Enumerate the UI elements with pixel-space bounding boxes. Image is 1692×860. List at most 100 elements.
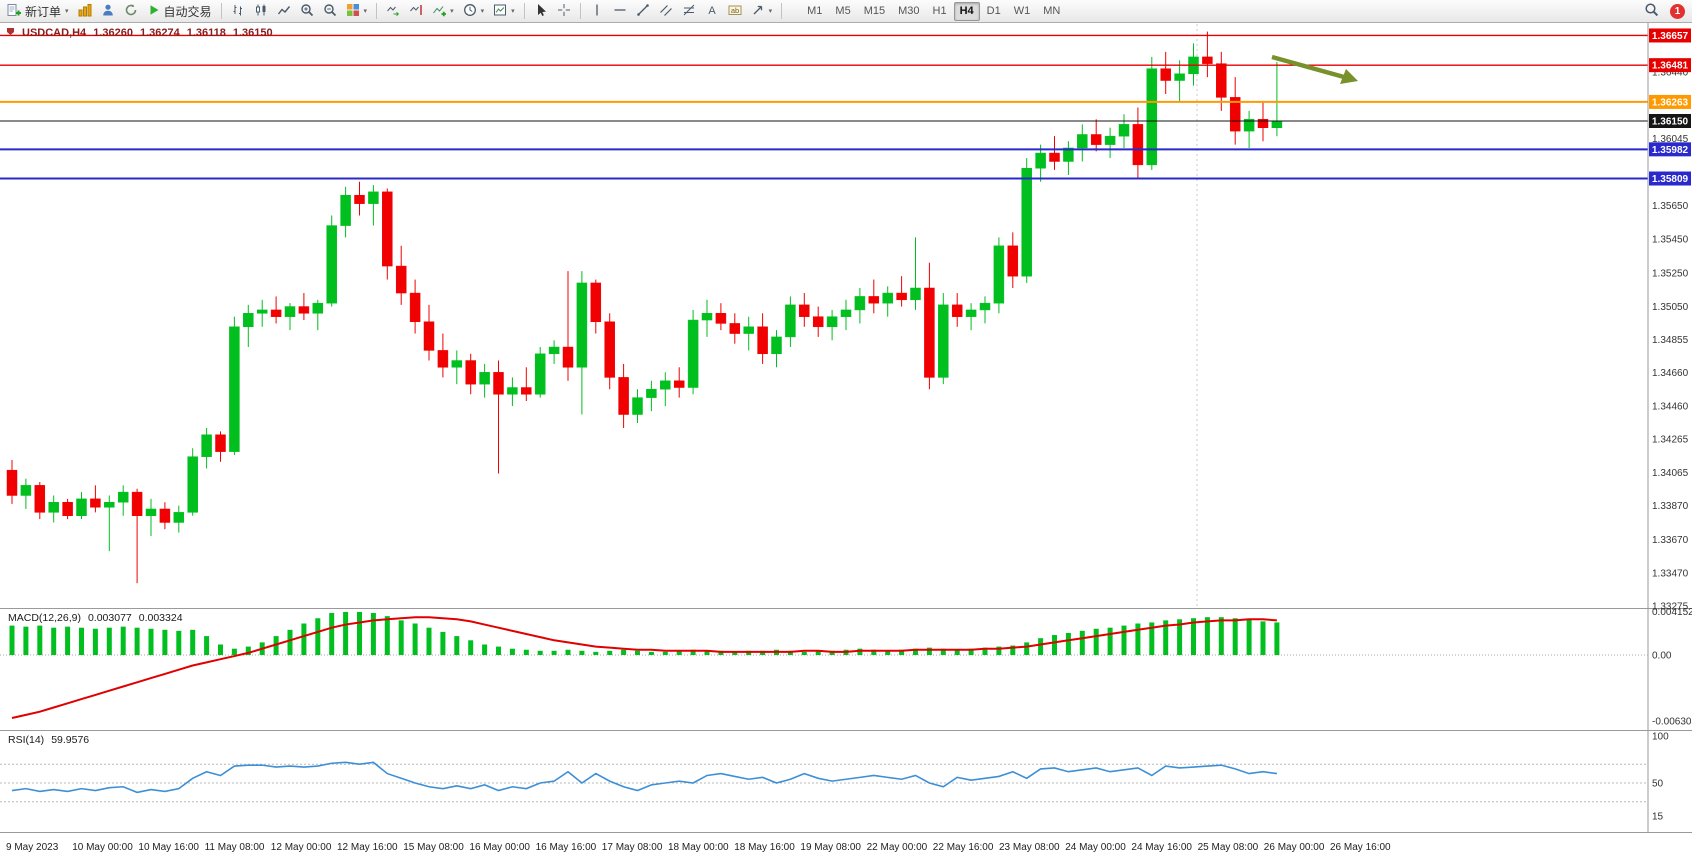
profiles-icon [101, 3, 115, 20]
timeframe-d1[interactable]: D1 [981, 2, 1007, 21]
rsi-line [11, 761, 1278, 794]
svg-text:11 May 08:00: 11 May 08:00 [205, 842, 265, 853]
templates-button[interactable]: ▾ [489, 2, 519, 21]
price-axis[interactable]: 1.36440 1.36045 1.35650 1.35450 1.35250 1.350… [1652, 68, 1689, 613]
price-badge-1.36263 [1649, 94, 1691, 109]
horizontal-line-tool-button[interactable] [609, 2, 631, 21]
horizontal-line-icon [613, 3, 627, 20]
arrows-tool-button[interactable]: ▾ [747, 2, 777, 21]
svg-text:1.35050: 1.35050 [1652, 302, 1689, 313]
svg-text:1.34065: 1.34065 [1652, 468, 1689, 479]
equidistant-channel-tool-button[interactable] [655, 2, 677, 21]
svg-text:15: 15 [1652, 811, 1664, 822]
charts-button[interactable] [74, 2, 96, 21]
trend-arrow-annotation[interactable] [1271, 54, 1358, 84]
equidistant-channel-icon [659, 3, 673, 20]
svg-text:15 May 08:00: 15 May 08:00 [403, 842, 464, 853]
trendline-tool-button[interactable] [632, 2, 654, 21]
text-label-icon: ab [728, 3, 742, 20]
text-label-tool-button[interactable]: ab [724, 2, 746, 21]
zoom-in-button[interactable] [296, 2, 318, 21]
candlestick-chart-button[interactable] [250, 2, 272, 21]
notification-badge[interactable]: 1 [1670, 3, 1685, 19]
time-axis[interactable]: 9 May 2023 10 May 00:00 10 May 16:00 11 May… [6, 842, 1391, 853]
svg-text:1.34855: 1.34855 [1652, 335, 1689, 346]
chevron-down-icon: ▾ [480, 8, 485, 15]
charts-icon [78, 3, 92, 20]
timeframe-mn[interactable]: MN [1037, 2, 1066, 21]
chart-shift-button[interactable] [405, 2, 427, 21]
svg-text:9 May 2023: 9 May 2023 [6, 842, 59, 853]
fibonacci-tool-button[interactable] [678, 2, 700, 21]
cursor-button[interactable] [530, 2, 552, 21]
svg-text:24 May 16:00: 24 May 16:00 [1131, 842, 1192, 853]
price-axis-badges: 1.36657 1.36481 1.36263 1.36150 1.35982 1.358… [1649, 28, 1691, 186]
indicators-button[interactable]: ▾ [428, 2, 458, 21]
text-tool-button[interactable]: A [701, 2, 723, 21]
svg-text:1.36657: 1.36657 [1652, 31, 1689, 42]
price-badge-1.36481 [1649, 58, 1691, 73]
svg-text:1.36045: 1.36045 [1652, 134, 1689, 145]
svg-text:18 May 16:00: 18 May 16:00 [734, 842, 795, 853]
timeframe-m30[interactable]: M30 [892, 2, 925, 21]
arrows-icon [751, 3, 765, 20]
zoom-out-button[interactable] [319, 2, 341, 21]
auto-scroll-button[interactable] [382, 2, 404, 21]
toolbar: 新订单 ▾ 自动交易 ▾ ▾ ▾ ▾ A ab ▾ M1 M5 M15 M30 H1 H4… [0, 0, 1692, 23]
timeframe-w1[interactable]: W1 [1008, 2, 1037, 21]
timeframe-m15[interactable]: M15 [858, 2, 891, 21]
vertical-line-icon [590, 3, 604, 20]
templates-icon [493, 3, 507, 20]
zoom-out-icon [323, 3, 337, 20]
svg-text:1.35982: 1.35982 [1652, 145, 1689, 156]
timeframe-h1[interactable]: H1 [927, 2, 953, 21]
tile-windows-icon [346, 3, 360, 20]
new-order-icon [7, 3, 22, 20]
svg-text:1.35450: 1.35450 [1652, 235, 1689, 246]
svg-text:1.36440: 1.36440 [1652, 68, 1689, 79]
tile-windows-button[interactable]: ▾ [342, 2, 372, 21]
svg-text:1.33670: 1.33670 [1652, 535, 1689, 546]
cursor-icon [534, 3, 548, 20]
auto-trading-icon [147, 3, 161, 20]
svg-text:1.34460: 1.34460 [1652, 402, 1689, 413]
svg-text:1.33470: 1.33470 [1652, 569, 1689, 580]
macd-signal-line [11, 616, 1277, 719]
toolbar-separator [220, 3, 222, 19]
svg-text:ab: ab [730, 5, 738, 14]
profiles-button[interactable] [97, 2, 119, 21]
timeframe-m5[interactable]: M5 [829, 2, 856, 21]
auto-trading-button[interactable]: 自动交易 [143, 2, 216, 21]
periods-button[interactable]: ▾ [459, 2, 489, 21]
vertical-line-tool-button[interactable] [586, 2, 608, 21]
search-button[interactable] [1640, 2, 1663, 21]
svg-text:1.35650: 1.35650 [1652, 201, 1689, 212]
chevron-down-icon: ▾ [768, 8, 773, 15]
trendline-icon [636, 3, 650, 20]
svg-text:19 May 08:00: 19 May 08:00 [800, 842, 861, 853]
price-level-lines[interactable] [0, 34, 1648, 180]
macd-panel: 0.004152 0.00 -0.006309 [0, 607, 1692, 728]
crosshair-button[interactable] [553, 2, 575, 21]
zoom-in-icon [300, 3, 314, 20]
toolbar-right-group: 1 [1640, 2, 1689, 21]
svg-text:1.34265: 1.34265 [1652, 434, 1689, 445]
svg-text:1.36481: 1.36481 [1652, 61, 1689, 72]
bar-chart-button[interactable] [227, 2, 249, 21]
new-order-button[interactable]: 新订单 ▾ [3, 2, 73, 21]
timeframe-h4[interactable]: H4 [953, 1, 980, 21]
toolbar-separator [781, 3, 783, 19]
refresh-button[interactable] [120, 2, 142, 21]
crosshair-icon [557, 3, 571, 20]
svg-text:10 May 00:00: 10 May 00:00 [72, 842, 133, 853]
svg-text:1.36263: 1.36263 [1652, 97, 1689, 108]
timeframe-m1[interactable]: M1 [801, 2, 828, 21]
price-badge-1.35809 [1649, 171, 1691, 186]
timeframe-group: M1 M5 M15 M30 H1 H4 D1 W1 MN [801, 1, 1066, 21]
line-chart-button[interactable] [273, 2, 295, 21]
auto-trading-label: 自动交易 [163, 4, 212, 19]
svg-text:1.36150: 1.36150 [1652, 116, 1689, 127]
svg-text:50: 50 [1652, 779, 1664, 790]
chevron-down-icon: ▾ [450, 8, 454, 15]
